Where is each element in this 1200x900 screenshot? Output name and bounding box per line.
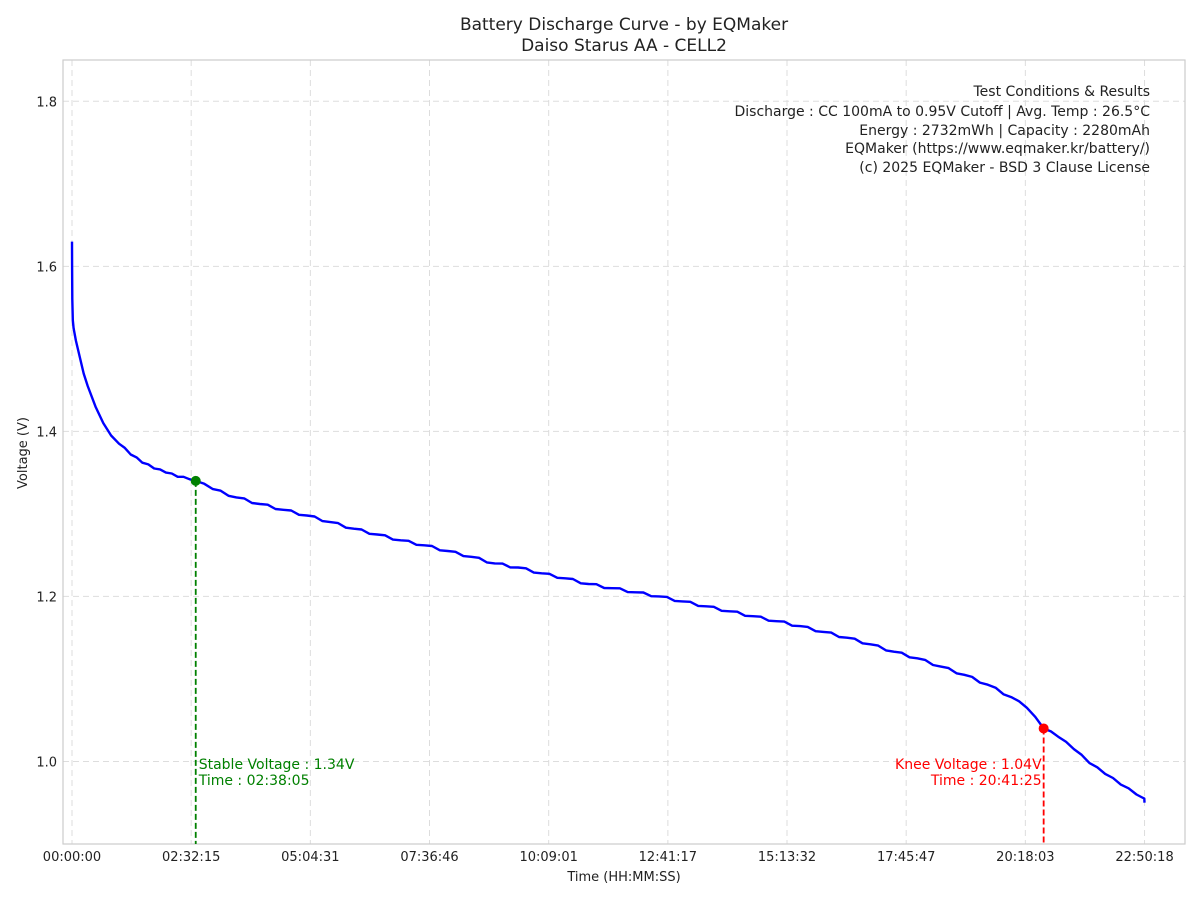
x-tick-label: 12:41:17 <box>639 850 697 865</box>
info-line-heading: Test Conditions & Results <box>973 84 1151 100</box>
plot-frame <box>62 59 1186 845</box>
y-tick-label: 1.0 <box>36 755 57 770</box>
y-tick-label: 1.6 <box>36 260 57 275</box>
y-tick-label: 1.2 <box>36 590 57 605</box>
x-tick-label: 20:18:03 <box>996 850 1054 865</box>
info-line-license: (c) 2025 EQMaker - BSD 3 Clause License <box>859 160 1150 176</box>
stable-annotation: Stable Voltage : 1.34V Time : 02:38:05 <box>198 757 355 789</box>
knee-voltage-label: Knee Voltage : 1.04V <box>895 757 1042 773</box>
stable-voltage-marker <box>190 475 201 486</box>
reference-lines <box>194 480 1045 844</box>
x-axis-ticks: 00:00:00 02:32:15 05:04:31 07:36:46 10:09:01… <box>43 850 1174 865</box>
chart-title: Battery Discharge Curve - by EQMaker <box>460 15 788 35</box>
x-tick-label: 07:36:46 <box>400 850 458 865</box>
info-line-discharge: Discharge : CC 100mA to 0.95V Cutoff | A… <box>734 104 1150 120</box>
info-box: Test Conditions & Results Discharge : CC… <box>734 84 1150 176</box>
stable-voltage-label: Stable Voltage : 1.34V <box>199 757 355 773</box>
knee-annotation: Knee Voltage : 1.04V Time : 20:41:25 <box>895 757 1042 789</box>
x-tick-label: 15:13:32 <box>758 850 816 865</box>
series-line-voltage <box>70 241 1146 803</box>
x-tick-label: 02:32:15 <box>162 850 220 865</box>
y-axis-label: Voltage (V) <box>16 417 31 489</box>
x-tick-label: 05:04:31 <box>281 850 339 865</box>
annotation-markers <box>190 475 1049 734</box>
y-axis-ticks: 1.0 1.2 1.4 1.6 1.8 <box>36 95 57 770</box>
chart-subtitle: Daiso Starus AA - CELL2 <box>521 36 727 56</box>
y-tick-label: 1.8 <box>36 95 57 110</box>
grid-lines <box>63 60 1185 844</box>
y-tick-label: 1.4 <box>36 425 57 440</box>
info-line-energy: Energy : 2732mWh | Capacity : 2280mAh <box>859 123 1150 139</box>
stable-time-label: Time : 02:38:05 <box>198 773 310 789</box>
knee-voltage-marker <box>1038 723 1049 734</box>
x-tick-label: 00:00:00 <box>43 850 101 865</box>
x-tick-label: 22:50:18 <box>1115 850 1173 865</box>
info-line-website: EQMaker (https://www.eqmaker.kr/battery/… <box>845 141 1150 157</box>
x-tick-label: 10:09:01 <box>519 850 577 865</box>
knee-time-label: Time : 20:41:25 <box>930 773 1042 789</box>
x-tick-label: 17:45:47 <box>877 850 935 865</box>
x-axis-label: Time (HH:MM:SS) <box>566 870 680 885</box>
